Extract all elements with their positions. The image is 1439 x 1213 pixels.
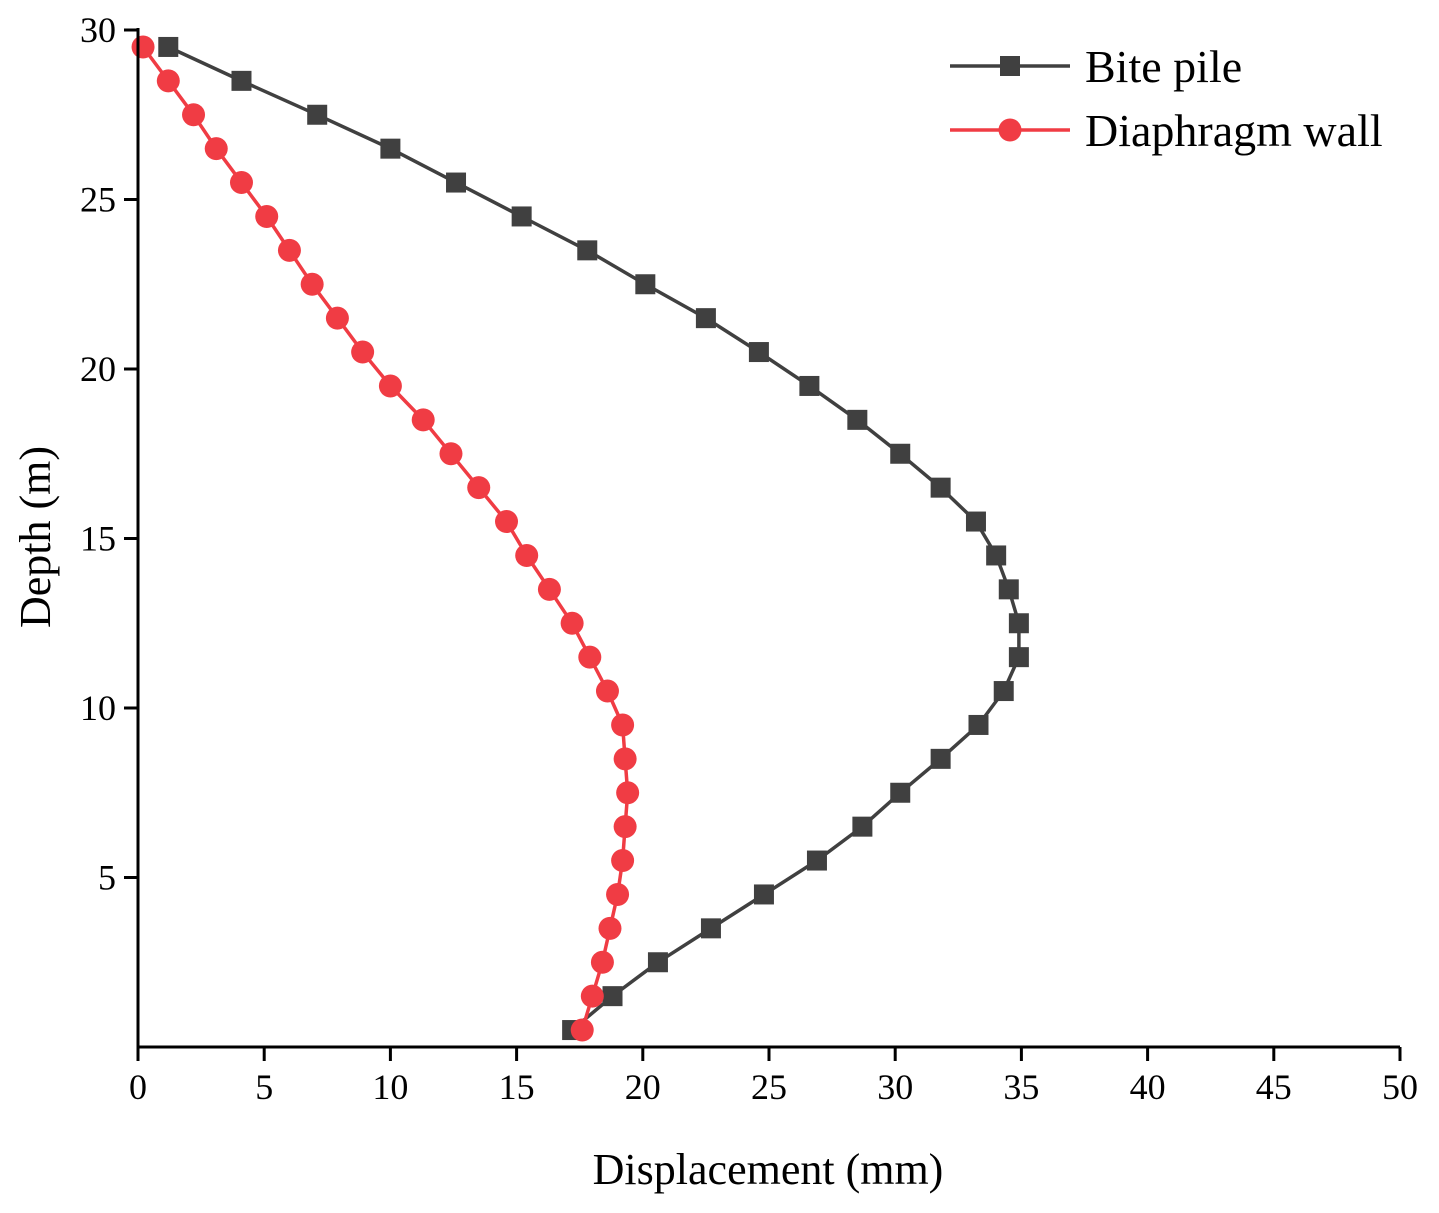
data-point [231,70,252,91]
x-tick-label: 35 [1003,1067,1039,1107]
data-point [325,306,349,330]
legend-marker [998,118,1022,142]
y-tick-label: 15 [80,519,116,559]
data-point [560,611,584,635]
data-point [515,543,539,567]
series-diaphragm-wall [131,35,640,1042]
data-point [611,713,635,737]
legend: Bite pile Diaphragm wall [950,41,1383,156]
data-point [439,442,463,466]
data-point [890,443,911,464]
x-tick-label: 10 [372,1067,408,1107]
series-line [167,45,1021,1032]
x-tick-label: 45 [1256,1067,1292,1107]
data-point [993,681,1014,702]
data-point [467,476,491,500]
data-point [890,782,911,803]
data-point [968,714,989,735]
data-point [255,204,279,228]
data-point [753,884,774,905]
data-point [204,137,228,161]
data-point [1008,647,1029,668]
y-axis-title: Depth (m) [11,446,60,628]
data-point [446,172,467,193]
legend-label: Bite pile [1085,41,1242,92]
data-point [1008,613,1029,634]
data-point [602,986,623,1007]
y-tick-label: 20 [80,349,116,389]
y-tick-label: 10 [80,688,116,728]
data-point [378,374,402,398]
data-point [598,916,622,940]
x-tick-label: 25 [751,1067,787,1107]
data-point [613,747,637,771]
data-point [156,69,180,93]
x-tick-label: 0 [129,1067,147,1107]
data-point [580,984,604,1008]
data-point [748,342,769,363]
data-point [611,849,635,873]
series-line [141,45,630,1031]
data-point [799,375,820,396]
x-tick-label: 30 [877,1067,913,1107]
data-point [930,748,951,769]
data-point [595,679,619,703]
y-tick-label: 25 [80,180,116,220]
legend-label: Diaphragm wall [1085,105,1383,156]
data-point [590,950,614,974]
data-point [613,815,637,839]
legend-entry: Diaphragm wall [950,105,1383,156]
data-point [182,103,206,127]
data-point [806,850,827,871]
data-point [847,409,868,430]
data-point [511,206,532,227]
data-point [131,35,155,59]
x-tick-label: 50 [1382,1067,1418,1107]
data-point [411,408,435,432]
data-point [495,510,519,534]
data-point [930,477,951,498]
data-point [577,240,598,261]
data-point [300,272,324,296]
data-point [578,645,602,669]
data-point [998,579,1019,600]
data-point [986,545,1007,566]
data-point [570,1018,594,1042]
x-tick-label: 15 [499,1067,535,1107]
data-point [606,882,630,906]
data-point [700,918,721,939]
x-axis-title: Displacement (mm) [593,1145,944,1194]
series-layer [131,35,1029,1042]
x-tick-label: 20 [625,1067,661,1107]
data-point [852,816,873,837]
axes-layer: 0 5 10 15 20 25 30 35 40 45 50 5 10 15 20 25 30 [80,10,1418,1107]
data-point [537,577,561,601]
data-point [351,340,375,364]
data-point [647,952,668,973]
data-point [635,274,656,295]
y-tick-label: 5 [98,858,116,898]
data-point [965,511,986,532]
data-point [307,104,328,125]
series-bite-pile [158,36,1029,1041]
data-point [380,138,401,159]
data-point [158,36,179,57]
data-point [695,308,716,329]
y-tick-label: 30 [80,10,116,50]
legend-marker [1000,56,1020,76]
data-point [616,781,640,805]
x-tick-label: 5 [255,1067,273,1107]
x-tick-label: 40 [1130,1067,1166,1107]
data-point [277,238,301,262]
data-point [229,171,253,195]
legend-entry: Bite pile [950,41,1242,92]
